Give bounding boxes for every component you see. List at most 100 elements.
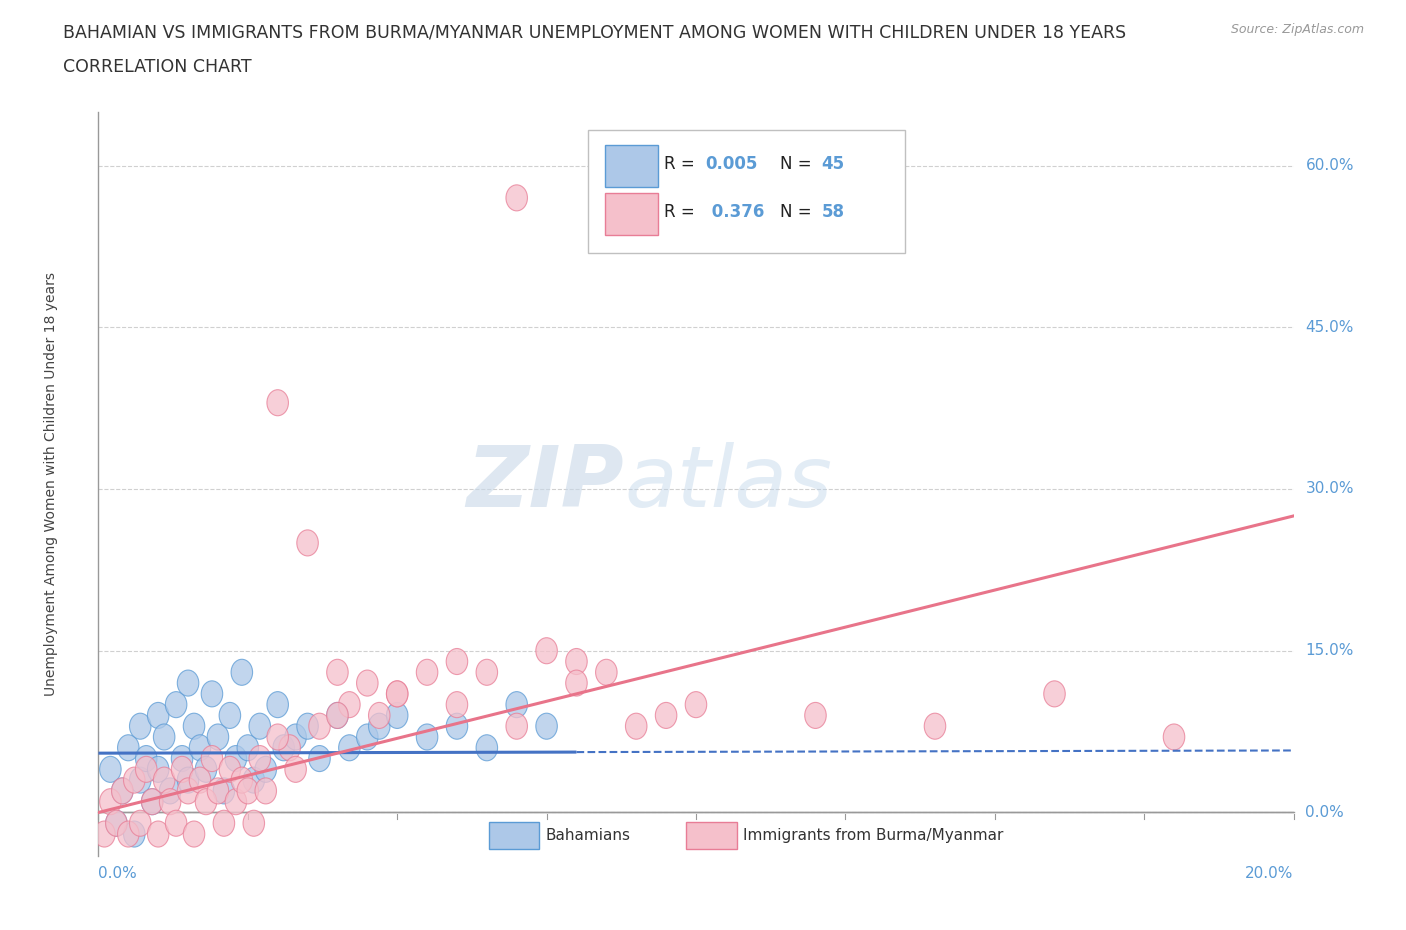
Ellipse shape — [326, 702, 349, 728]
Text: R =: R = — [664, 203, 700, 221]
Text: 20.0%: 20.0% — [1246, 867, 1294, 882]
Ellipse shape — [368, 713, 389, 739]
Ellipse shape — [243, 810, 264, 836]
Ellipse shape — [225, 746, 246, 772]
Ellipse shape — [477, 735, 498, 761]
Ellipse shape — [565, 648, 588, 674]
Ellipse shape — [477, 659, 498, 685]
Ellipse shape — [219, 756, 240, 782]
Text: ZIP: ZIP — [467, 442, 624, 525]
Ellipse shape — [536, 713, 557, 739]
Ellipse shape — [297, 530, 318, 556]
Ellipse shape — [111, 777, 134, 804]
Ellipse shape — [201, 746, 222, 772]
Ellipse shape — [267, 724, 288, 750]
Ellipse shape — [195, 756, 217, 782]
Ellipse shape — [285, 724, 307, 750]
Ellipse shape — [142, 789, 163, 815]
Ellipse shape — [446, 648, 468, 674]
Ellipse shape — [278, 735, 301, 761]
Ellipse shape — [339, 692, 360, 718]
Ellipse shape — [326, 702, 349, 728]
Ellipse shape — [249, 746, 270, 772]
Text: 45: 45 — [821, 154, 845, 173]
Text: Bahamians: Bahamians — [546, 828, 630, 843]
Ellipse shape — [207, 777, 229, 804]
Text: BAHAMIAN VS IMMIGRANTS FROM BURMA/MYANMAR UNEMPLOYMENT AMONG WOMEN WITH CHILDREN: BAHAMIAN VS IMMIGRANTS FROM BURMA/MYANMA… — [63, 23, 1126, 41]
Ellipse shape — [326, 659, 349, 685]
Ellipse shape — [207, 724, 229, 750]
Ellipse shape — [231, 659, 253, 685]
Ellipse shape — [309, 713, 330, 739]
Ellipse shape — [357, 670, 378, 696]
Ellipse shape — [214, 810, 235, 836]
Ellipse shape — [506, 692, 527, 718]
Ellipse shape — [172, 756, 193, 782]
Text: 60.0%: 60.0% — [1306, 158, 1354, 173]
Ellipse shape — [214, 777, 235, 804]
Ellipse shape — [387, 681, 408, 707]
Ellipse shape — [387, 702, 408, 728]
Ellipse shape — [159, 777, 181, 804]
Ellipse shape — [153, 724, 174, 750]
Text: CORRELATION CHART: CORRELATION CHART — [63, 58, 252, 75]
Ellipse shape — [387, 681, 408, 707]
Text: R =: R = — [664, 154, 700, 173]
Ellipse shape — [190, 767, 211, 793]
Ellipse shape — [166, 810, 187, 836]
Ellipse shape — [267, 692, 288, 718]
Ellipse shape — [446, 692, 468, 718]
Text: N =: N = — [779, 154, 817, 173]
Ellipse shape — [565, 670, 588, 696]
Ellipse shape — [148, 756, 169, 782]
Ellipse shape — [94, 821, 115, 847]
FancyBboxPatch shape — [489, 822, 540, 849]
Ellipse shape — [183, 821, 205, 847]
Ellipse shape — [238, 777, 259, 804]
Text: Source: ZipAtlas.com: Source: ZipAtlas.com — [1230, 23, 1364, 36]
Ellipse shape — [243, 767, 264, 793]
Ellipse shape — [297, 713, 318, 739]
Ellipse shape — [238, 735, 259, 761]
Ellipse shape — [105, 810, 127, 836]
Ellipse shape — [153, 767, 174, 793]
Text: 45.0%: 45.0% — [1306, 320, 1354, 335]
Ellipse shape — [177, 670, 198, 696]
Ellipse shape — [177, 767, 198, 793]
Ellipse shape — [368, 702, 389, 728]
Ellipse shape — [201, 681, 222, 707]
Ellipse shape — [254, 756, 277, 782]
Ellipse shape — [285, 756, 307, 782]
FancyBboxPatch shape — [605, 145, 658, 187]
Ellipse shape — [111, 777, 134, 804]
Ellipse shape — [100, 756, 121, 782]
Ellipse shape — [129, 810, 150, 836]
Ellipse shape — [142, 789, 163, 815]
Ellipse shape — [135, 756, 157, 782]
Ellipse shape — [536, 638, 557, 664]
Ellipse shape — [416, 724, 437, 750]
Ellipse shape — [596, 659, 617, 685]
Ellipse shape — [446, 713, 468, 739]
Ellipse shape — [105, 810, 127, 836]
Ellipse shape — [804, 702, 827, 728]
Text: 30.0%: 30.0% — [1306, 482, 1354, 497]
Ellipse shape — [118, 821, 139, 847]
Ellipse shape — [1043, 681, 1066, 707]
Text: Unemployment Among Women with Children Under 18 years: Unemployment Among Women with Children U… — [44, 272, 58, 696]
Ellipse shape — [506, 713, 527, 739]
Ellipse shape — [172, 746, 193, 772]
Ellipse shape — [225, 789, 246, 815]
Ellipse shape — [506, 185, 527, 211]
FancyBboxPatch shape — [686, 822, 737, 849]
Ellipse shape — [924, 713, 946, 739]
Text: 58: 58 — [821, 203, 845, 221]
Ellipse shape — [100, 789, 121, 815]
Ellipse shape — [148, 821, 169, 847]
Ellipse shape — [124, 767, 145, 793]
FancyBboxPatch shape — [589, 130, 905, 253]
Ellipse shape — [183, 713, 205, 739]
Text: atlas: atlas — [624, 442, 832, 525]
Ellipse shape — [159, 789, 181, 815]
Ellipse shape — [1163, 724, 1185, 750]
